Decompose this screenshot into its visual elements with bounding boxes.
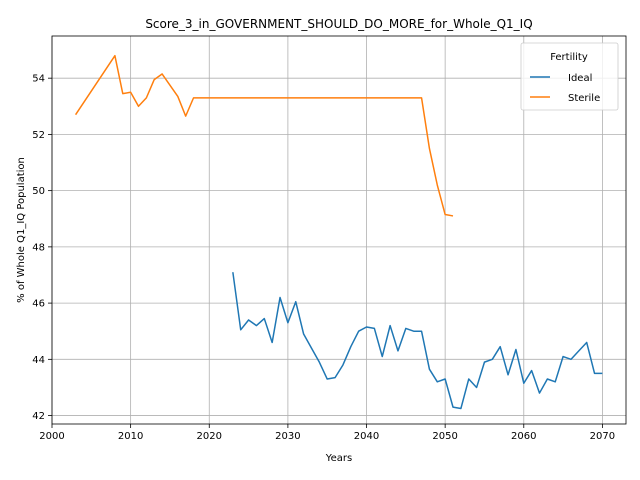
y-tick-label: 42 [32,411,45,422]
legend-title: Fertility [550,52,588,63]
x-tick-label: 2060 [511,431,536,442]
chart-title: Score_3_in_GOVERNMENT_SHOULD_DO_MORE_for… [145,17,532,31]
y-tick-label: 50 [32,186,45,197]
y-tick-label: 48 [32,242,45,253]
legend-box [520,42,619,111]
x-tick-label: 2040 [354,431,379,442]
x-axis-label: Years [325,453,352,464]
plot-frame [51,35,627,425]
y-tick-label: 44 [32,355,45,366]
legend: Fertility Ideal Sterile [520,42,619,111]
y-axis-label: % of Whole Q1_IQ Population [16,157,27,303]
legend-label-sterile: Sterile [568,93,600,104]
series-line-ideal [232,272,603,410]
series-line-sterile [74,54,454,217]
y-tick-label: 54 [32,74,45,85]
x-tick-label: 2020 [197,431,222,442]
legend-label-ideal: Ideal [568,73,592,84]
series-layer [74,54,603,410]
x-tick-label: 2010 [118,431,143,442]
x-tick-label: 2030 [275,431,300,442]
x-tick-label: 2070 [590,431,615,442]
x-tick-label: 2000 [39,431,64,442]
axis-ticks: 2000 2010 2020 2030 2040 2050 2060 2070 42 44 46 48… [32,74,615,442]
y-tick-label: 52 [32,130,45,141]
x-tick-label: 2050 [432,431,457,442]
y-tick-label: 46 [32,299,45,310]
